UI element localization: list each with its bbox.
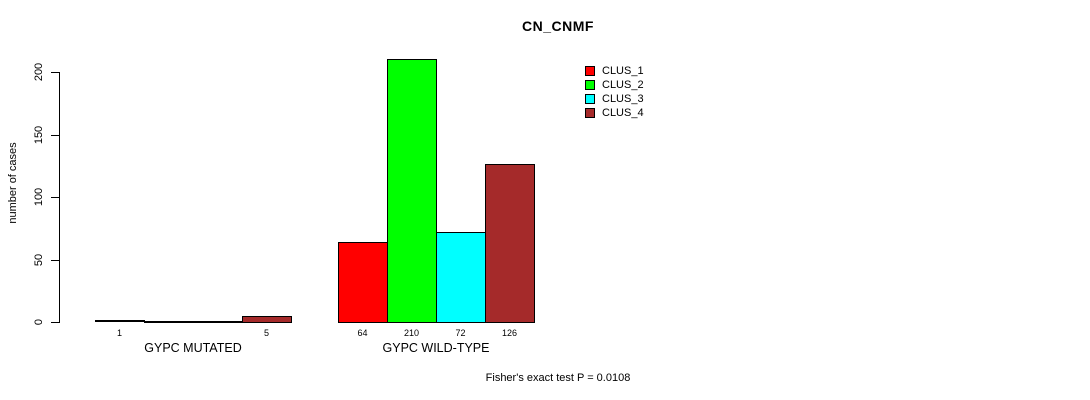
bar-value-label: 72 <box>455 328 466 338</box>
bar-clus_1-group1 <box>338 242 388 323</box>
bar-value-label: 5 <box>263 328 269 338</box>
bar-clus_3-group0 <box>193 321 243 323</box>
legend-label-clus_1: CLUS_1 <box>602 65 644 77</box>
y-axis-line <box>59 72 60 323</box>
bar-value-label: 64 <box>357 328 368 338</box>
fisher-test-annotation: Fisher's exact test P = 0.0108 <box>485 372 631 384</box>
legend-label-clus_2: CLUS_2 <box>602 79 644 91</box>
bar-value-label: 210 <box>403 328 420 338</box>
y-tick-mark <box>51 259 59 261</box>
bar-clus_4-group1 <box>485 164 535 323</box>
y-tick-label: 0 <box>33 318 45 326</box>
legend-swatch-clus_1 <box>585 66 595 76</box>
y-tick-mark <box>51 134 59 136</box>
legend-swatch-clus_4 <box>585 108 595 118</box>
legend-swatch-clus_3 <box>585 94 595 104</box>
chart-title: CN_CNMF <box>522 18 594 34</box>
bar-clus_4-group0 <box>242 316 292 323</box>
y-tick-label: 100 <box>33 187 45 207</box>
legend-label-clus_4: CLUS_4 <box>602 107 644 119</box>
bar-value-label: 1 <box>116 328 122 338</box>
y-tick-label: 50 <box>33 253 45 266</box>
y-tick-label: 200 <box>33 62 45 82</box>
x-group-label-0: GYPC MUTATED <box>144 341 242 355</box>
y-tick-mark <box>51 72 59 73</box>
bar-clus_1-group0 <box>95 320 145 322</box>
bar-clus_2-group0 <box>144 321 194 323</box>
y-tick-mark <box>51 197 59 198</box>
x-group-label-1: GYPC WILD-TYPE <box>382 341 490 355</box>
y-tick-label: 150 <box>33 125 45 144</box>
y-tick-mark <box>51 322 59 323</box>
bar-clus_2-group1 <box>387 59 437 323</box>
legend-label-clus_3: CLUS_3 <box>602 93 644 105</box>
legend-swatch-clus_2 <box>585 80 595 90</box>
bar-value-label: 126 <box>501 328 518 338</box>
y-axis-label: number of cases <box>7 142 19 224</box>
bar-clus_3-group1 <box>436 232 486 323</box>
